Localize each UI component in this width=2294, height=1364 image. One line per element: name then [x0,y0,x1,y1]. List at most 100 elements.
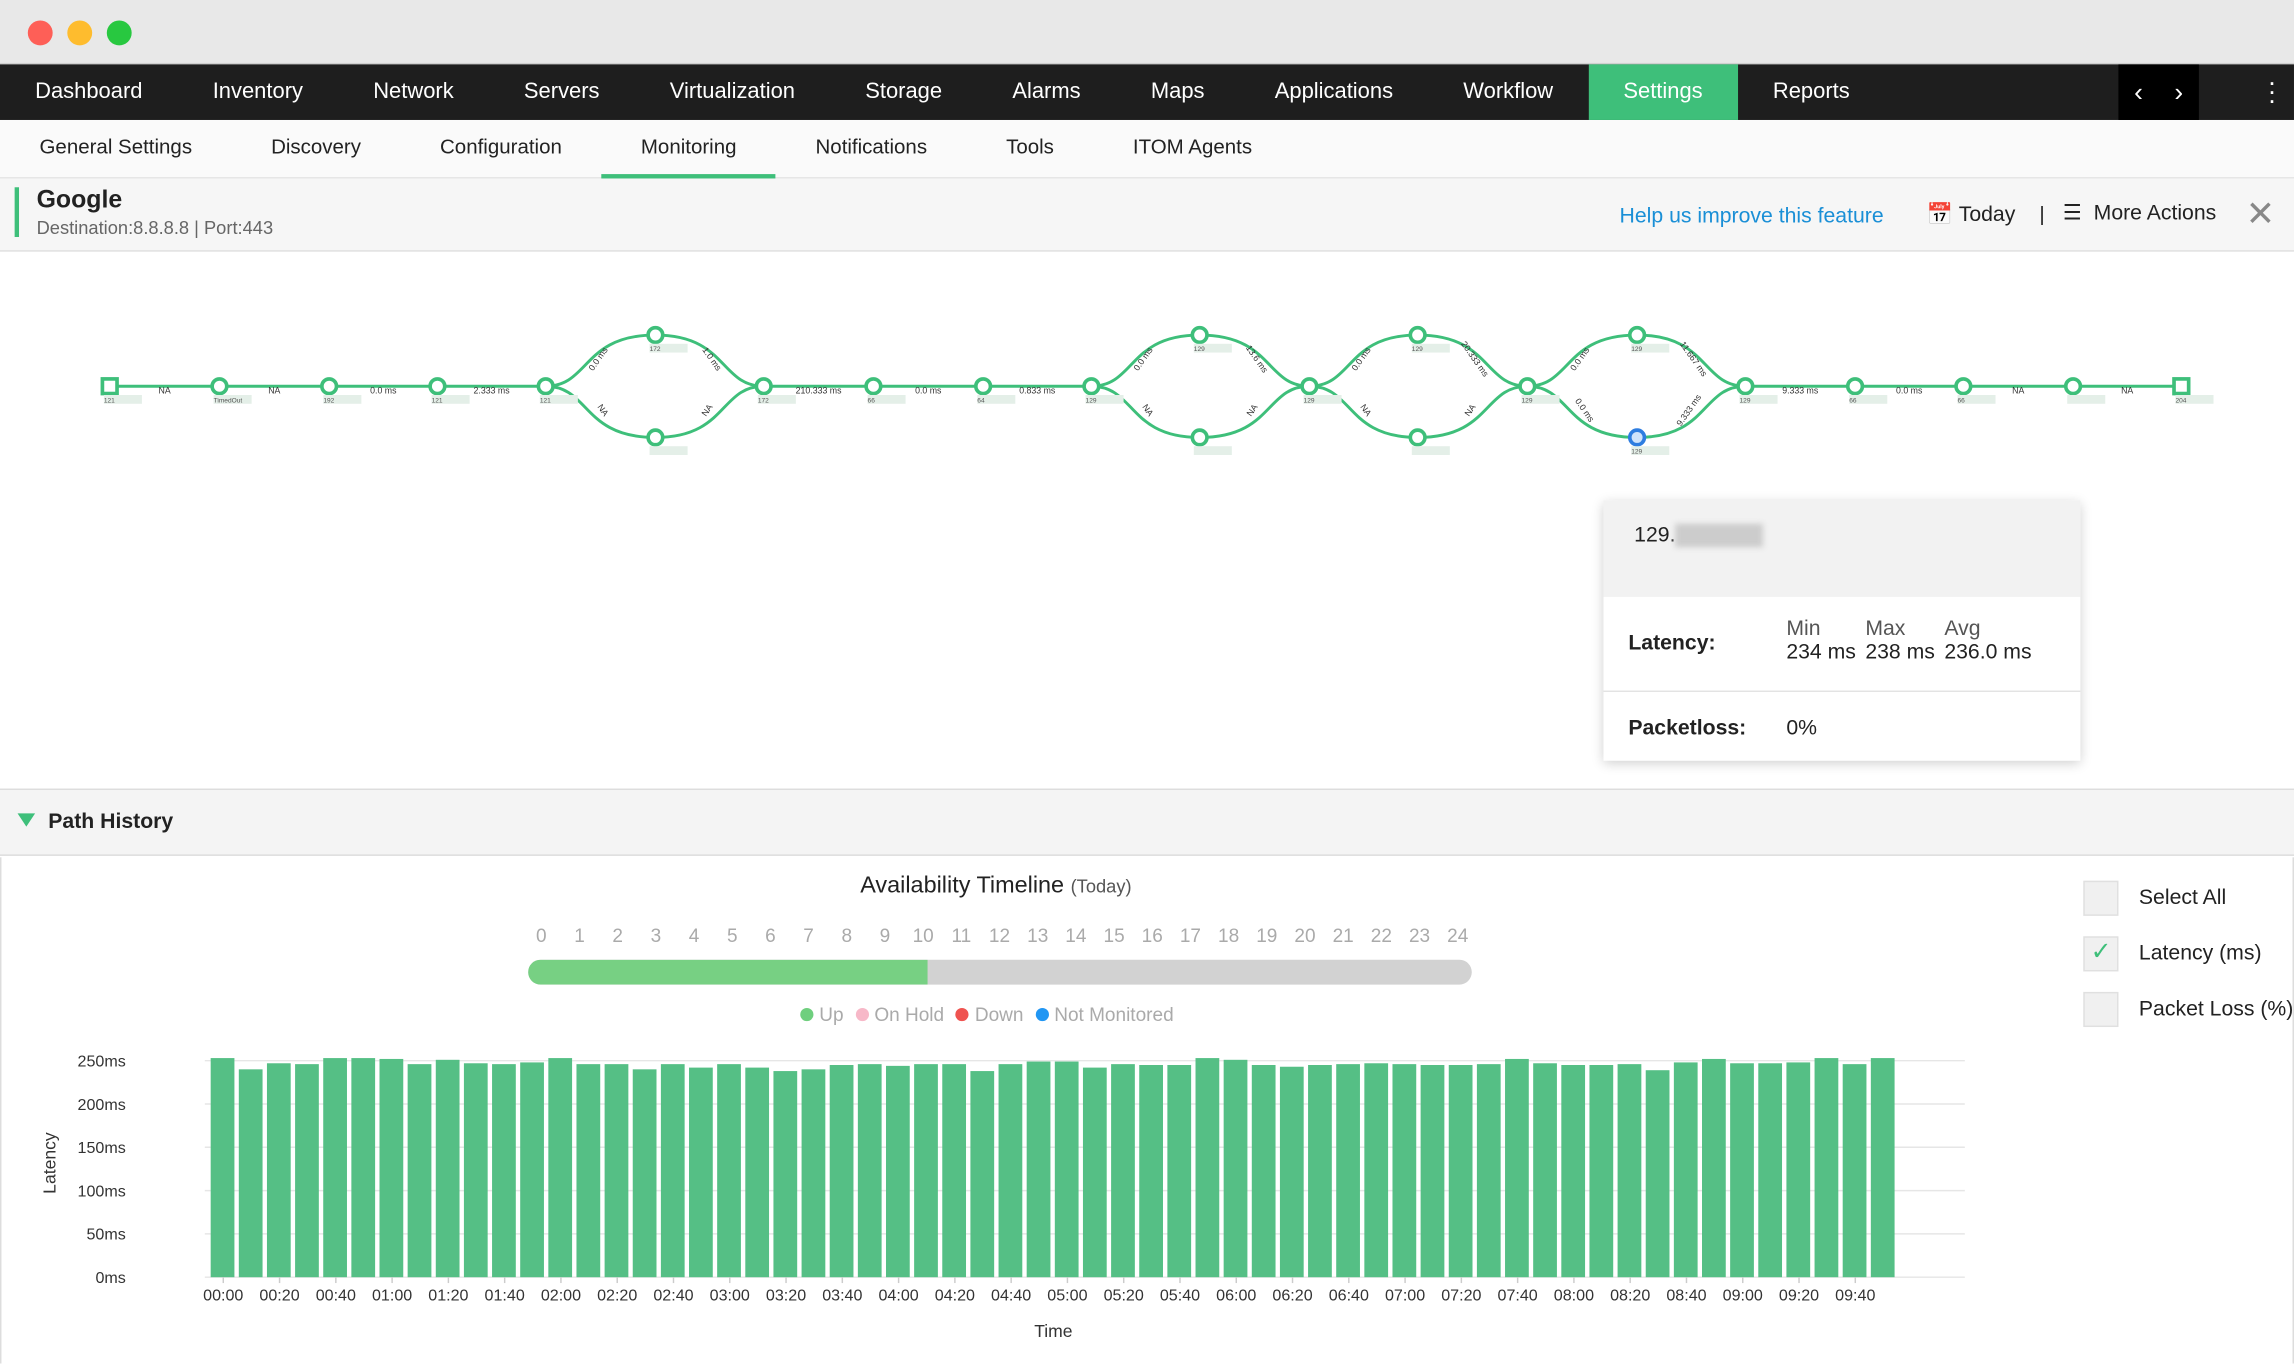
latency-bar[interactable] [1476,1064,1501,1278]
hop-node[interactable] [646,325,665,345]
latency-bar[interactable] [520,1062,544,1278]
latency-bar[interactable] [463,1063,488,1278]
legend-on-hold[interactable]: On Hold [855,1004,944,1026]
maximize-window-button[interactable] [106,20,132,46]
nav-network[interactable]: Network [373,79,454,104]
period-selector[interactable]: 📅 Today [1927,202,2016,226]
latency-bar[interactable] [773,1071,798,1278]
latency-bar[interactable] [1730,1063,1754,1278]
latency-bar[interactable] [1758,1063,1783,1278]
nav-maps[interactable]: Maps [1150,79,1205,104]
hop-node[interactable] [1627,325,1647,345]
latency-bar[interactable] [1364,1063,1389,1278]
hop-node[interactable] [1518,377,1537,396]
checkbox-box[interactable] [2083,880,2119,916]
feedback-link[interactable]: Help us improve this feature [1619,204,1884,229]
hop-node[interactable] [1408,325,1427,345]
nav-servers[interactable]: Servers [523,79,600,104]
hop-node[interactable] [1082,377,1101,396]
latency-bar[interactable] [1279,1066,1304,1278]
latency-bar[interactable] [1842,1064,1867,1278]
nav-workflow[interactable]: Workflow [1463,79,1554,104]
latency-bar[interactable] [970,1071,995,1278]
latency-bar[interactable] [1814,1058,1839,1278]
latency-bar[interactable] [351,1058,376,1278]
legend-not-monitored[interactable]: Not Monitored [1035,1004,1174,1026]
hop-node[interactable] [1954,377,1973,396]
hop-node[interactable] [864,377,883,396]
latency-bar[interactable] [1448,1065,1473,1278]
latency-bar[interactable] [1308,1065,1332,1278]
latency-bar[interactable] [435,1059,460,1278]
latency-bar[interactable] [717,1064,741,1278]
minimize-window-button[interactable] [67,20,93,46]
latency-bar[interactable] [1251,1065,1276,1278]
subnav-itom-agents[interactable]: ITOM Agents [1132,133,1253,158]
latency-bar[interactable] [1139,1065,1163,1278]
nav-inventory[interactable]: Inventory [212,79,303,104]
close-window-button[interactable] [27,20,53,46]
hop-node[interactable] [428,377,447,396]
latency-bar[interactable] [1589,1065,1614,1278]
kebab-menu-icon[interactable]: · · · [2267,67,2277,115]
endpoint-node[interactable] [100,377,119,396]
latency-bar[interactable] [1082,1067,1107,1278]
hop-node[interactable] [754,377,773,396]
latency-bar[interactable] [576,1064,601,1278]
latency-bar[interactable] [548,1058,573,1278]
nav-virtualization[interactable]: Virtualization [669,79,796,104]
latency-bar[interactable] [1645,1070,1670,1278]
latency-bar[interactable] [1336,1064,1360,1278]
latency-bar[interactable] [1561,1065,1586,1278]
latency-bar[interactable] [689,1067,713,1278]
hop-node[interactable] [1736,377,1755,396]
latency-bar[interactable] [1054,1061,1079,1278]
latency-bar[interactable] [295,1064,319,1278]
latency-bar[interactable] [885,1065,910,1278]
latency-bar[interactable] [1617,1064,1642,1278]
latency-bar[interactable] [407,1064,432,1278]
latency-bar[interactable] [1870,1058,1895,1278]
close-icon[interactable]: ✕ [2245,194,2276,235]
hop-node[interactable] [646,428,665,447]
latency-bar[interactable] [1673,1062,1698,1278]
subnav-monitoring[interactable]: Monitoring [601,119,777,178]
latency-bar[interactable] [829,1065,854,1278]
latency-bar[interactable] [1533,1063,1557,1278]
hop-node[interactable] [2063,377,2083,396]
hop-node[interactable] [973,377,993,396]
latency-bar[interactable] [857,1064,882,1278]
latency-bar[interactable] [942,1064,967,1278]
nav-alarms[interactable]: Alarms [1012,79,1081,104]
nav-reports[interactable]: Reports [1772,79,1850,104]
latency-bar[interactable] [1223,1059,1248,1278]
legend-up[interactable]: Up [800,1004,844,1026]
latency-bar[interactable] [1392,1064,1417,1278]
latency-bar[interactable] [238,1069,263,1278]
latency-bar[interactable] [801,1069,826,1278]
chevron-right-icon[interactable]: › [2174,76,2184,107]
nav-dashboard[interactable]: Dashboard [35,79,143,104]
latency-bar[interactable] [1026,1061,1051,1278]
hop-node[interactable] [1408,428,1427,447]
latency-bar[interactable] [914,1064,938,1278]
latency-bar[interactable] [1505,1058,1529,1278]
latency-bar[interactable] [323,1058,347,1278]
latency-bar[interactable] [379,1058,404,1278]
hop-node[interactable] [210,377,229,396]
latency-bar[interactable] [1111,1064,1135,1278]
latency-bar[interactable] [1420,1065,1445,1278]
hop-node[interactable] [1190,325,1209,345]
latency-bar[interactable] [210,1058,235,1278]
legend-down[interactable]: Down [955,1004,1023,1026]
hop-node[interactable] [1300,377,1319,396]
latency-bar[interactable] [660,1064,685,1278]
latency-bar[interactable] [632,1069,657,1278]
endpoint-node[interactable] [2172,377,2191,396]
hop-node[interactable] [320,377,339,396]
latency-bar[interactable] [1195,1058,1220,1278]
latency-bar[interactable] [1702,1058,1726,1278]
subnav-tools[interactable]: Tools [1006,133,1054,158]
checkbox-box[interactable] [2083,991,2119,1028]
subnav-discovery[interactable]: Discovery [271,133,362,158]
